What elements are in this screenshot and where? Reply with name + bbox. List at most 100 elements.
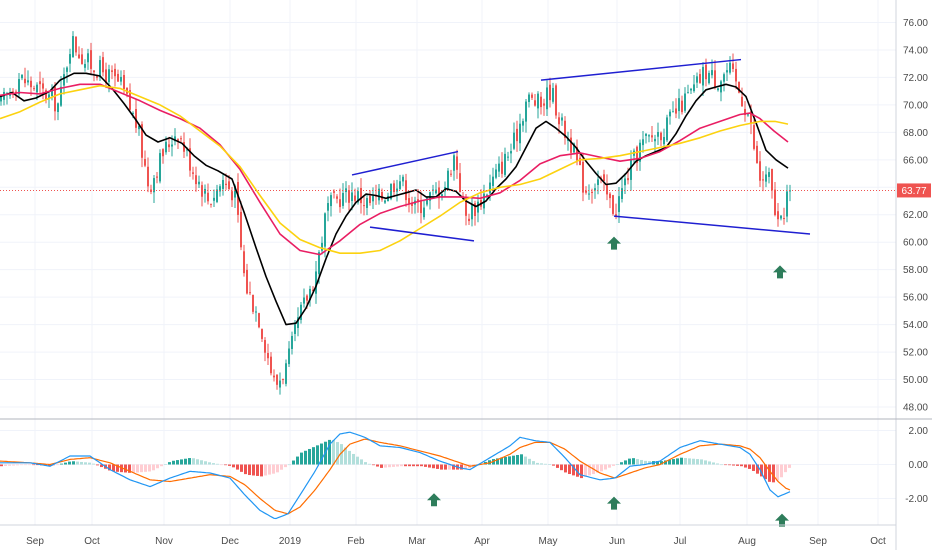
candle-body[interactable]	[213, 197, 215, 201]
candle-body[interactable]	[327, 203, 329, 211]
candle-body[interactable]	[249, 292, 251, 294]
candle-body[interactable]	[258, 313, 260, 328]
candle-body[interactable]	[264, 340, 266, 353]
candle-body[interactable]	[273, 375, 275, 378]
candle-body[interactable]	[672, 111, 674, 113]
candle-body[interactable]	[168, 144, 170, 148]
candle-body[interactable]	[192, 172, 194, 174]
candle-body[interactable]	[561, 117, 563, 121]
candle-body[interactable]	[780, 215, 782, 219]
candle-body[interactable]	[30, 80, 32, 88]
candle-body[interactable]	[174, 136, 176, 142]
candle-body[interactable]	[48, 94, 50, 99]
candle-body[interactable]	[420, 201, 422, 214]
candle-body[interactable]	[363, 205, 365, 207]
candle-body[interactable]	[678, 98, 680, 112]
candle-body[interactable]	[114, 68, 116, 77]
candle-body[interactable]	[495, 169, 497, 178]
candle-body[interactable]	[384, 200, 386, 203]
candle-body[interactable]	[759, 161, 761, 181]
candle-body[interactable]	[696, 76, 698, 83]
candle-body[interactable]	[660, 132, 662, 141]
candle-body[interactable]	[558, 117, 560, 125]
up-arrow-icon[interactable]	[773, 265, 787, 279]
candle-body[interactable]	[189, 148, 191, 171]
candle-body[interactable]	[762, 179, 764, 181]
candle-body[interactable]	[309, 288, 311, 301]
candle-body[interactable]	[726, 70, 728, 73]
candle-body[interactable]	[585, 190, 587, 193]
candle-body[interactable]	[744, 108, 746, 116]
candle-body[interactable]	[351, 192, 353, 201]
candle-body[interactable]	[141, 124, 143, 158]
up-arrow-icon[interactable]	[427, 493, 441, 507]
candle-body[interactable]	[408, 198, 410, 204]
candle-body[interactable]	[246, 269, 248, 294]
candle-body[interactable]	[183, 141, 185, 152]
candle-body[interactable]	[549, 84, 551, 101]
candle-body[interactable]	[90, 50, 92, 69]
candle-body[interactable]	[306, 295, 308, 301]
candle-body[interactable]	[477, 201, 479, 213]
candle-body[interactable]	[411, 202, 413, 206]
candle-body[interactable]	[129, 90, 131, 110]
candle-body[interactable]	[270, 356, 272, 374]
candle-body[interactable]	[285, 363, 287, 384]
candle-body[interactable]	[36, 84, 38, 93]
macd-line[interactable]	[0, 431, 791, 520]
candle-body[interactable]	[255, 311, 257, 313]
candle-body[interactable]	[105, 69, 107, 84]
price-pane[interactable]	[0, 31, 896, 395]
candle-body[interactable]	[426, 197, 428, 205]
candle-body[interactable]	[303, 297, 305, 304]
candle-body[interactable]	[498, 163, 500, 172]
candle-body[interactable]	[51, 90, 53, 97]
candle-body[interactable]	[702, 66, 704, 86]
candle-body[interactable]	[108, 69, 110, 83]
candle-body[interactable]	[99, 60, 101, 78]
candle-body[interactable]	[534, 100, 536, 106]
candle-body[interactable]	[24, 78, 26, 84]
candle-body[interactable]	[0, 96, 2, 102]
candle-body[interactable]	[138, 125, 140, 130]
candle-body[interactable]	[60, 86, 62, 106]
candle-body[interactable]	[342, 192, 344, 206]
candle-body[interactable]	[690, 88, 692, 91]
candle-body[interactable]	[27, 80, 29, 83]
candle-body[interactable]	[438, 187, 440, 199]
candle-body[interactable]	[669, 111, 671, 117]
candle-body[interactable]	[774, 189, 776, 216]
candle-body[interactable]	[33, 88, 35, 90]
candle-body[interactable]	[507, 156, 509, 158]
trendline[interactable]	[351, 150, 459, 176]
candle-body[interactable]	[459, 173, 461, 193]
candle-body[interactable]	[297, 317, 299, 328]
candle-body[interactable]	[234, 185, 236, 198]
candle-body[interactable]	[243, 251, 245, 274]
candle-body[interactable]	[93, 70, 95, 73]
candle-body[interactable]	[144, 159, 146, 166]
up-arrow-icon[interactable]	[607, 236, 621, 250]
candle-body[interactable]	[645, 133, 647, 136]
candle-body[interactable]	[684, 93, 686, 111]
candle-body[interactable]	[474, 203, 476, 217]
candle-body[interactable]	[156, 176, 158, 178]
candle-body[interactable]	[228, 181, 230, 190]
candle-body[interactable]	[261, 329, 263, 339]
candle-body[interactable]	[402, 176, 404, 182]
candle-body[interactable]	[492, 176, 494, 186]
candle-body[interactable]	[198, 181, 200, 185]
candle-body[interactable]	[687, 92, 689, 94]
candle-body[interactable]	[516, 128, 518, 142]
candle-body[interactable]	[177, 139, 179, 142]
candle-body[interactable]	[735, 68, 737, 82]
candle-body[interactable]	[729, 62, 731, 73]
sma-slow-line[interactable]	[0, 84, 789, 254]
candle-body[interactable]	[15, 91, 17, 93]
candle-body[interactable]	[111, 70, 113, 72]
candle-body[interactable]	[552, 88, 554, 102]
candle-body[interactable]	[597, 179, 599, 185]
candle-body[interactable]	[66, 67, 68, 72]
candle-body[interactable]	[216, 189, 218, 202]
